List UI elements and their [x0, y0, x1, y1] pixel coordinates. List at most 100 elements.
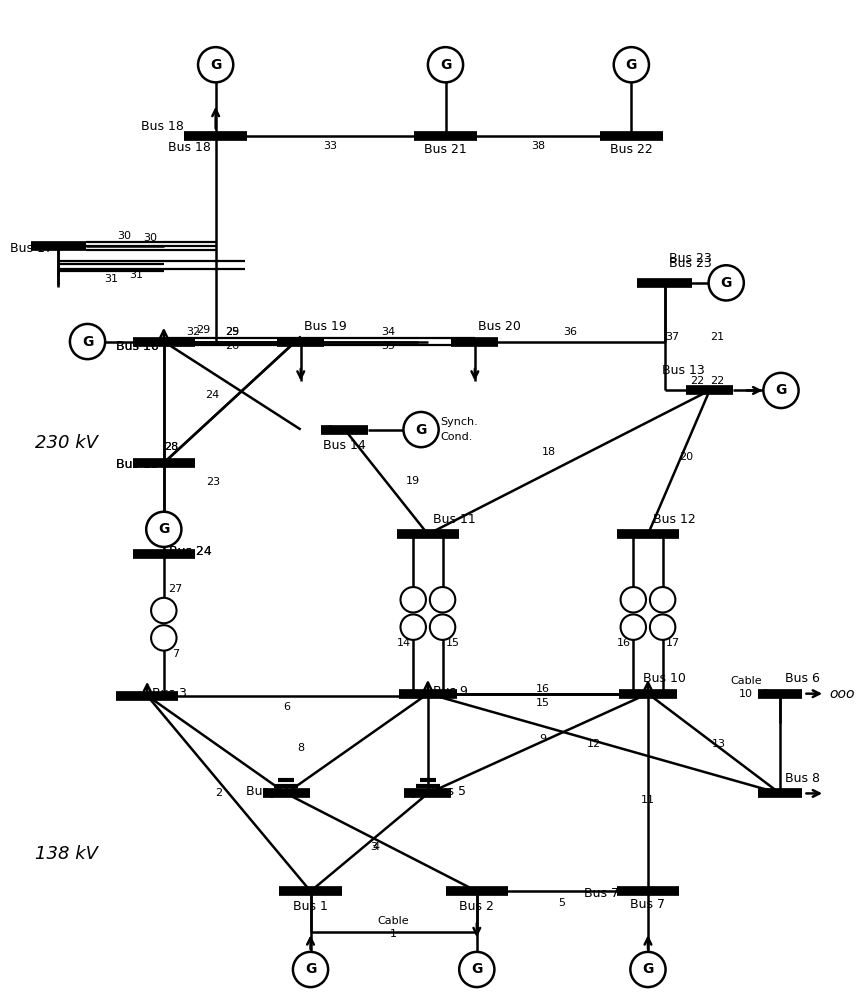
Text: 30: 30: [143, 233, 157, 243]
Circle shape: [460, 952, 495, 987]
Text: Bus 5: Bus 5: [431, 785, 466, 798]
Circle shape: [146, 512, 181, 547]
Text: Bus 4: Bus 4: [247, 785, 281, 798]
Text: 138 kV: 138 kV: [34, 845, 98, 863]
Circle shape: [764, 373, 799, 408]
Text: 30: 30: [118, 231, 131, 241]
Circle shape: [428, 47, 463, 82]
Text: Bus 16: Bus 16: [116, 340, 159, 353]
Text: 21: 21: [710, 332, 724, 342]
Text: 31: 31: [130, 270, 143, 280]
Text: 37: 37: [666, 332, 679, 342]
Text: 17: 17: [666, 638, 679, 648]
Text: G: G: [643, 962, 654, 976]
Text: 10: 10: [739, 689, 752, 699]
Text: 22: 22: [710, 376, 724, 386]
Circle shape: [631, 952, 666, 987]
Text: 20: 20: [679, 452, 693, 462]
Text: 6: 6: [283, 702, 290, 712]
Text: Bus 9: Bus 9: [433, 685, 467, 698]
Circle shape: [650, 614, 675, 640]
Circle shape: [620, 614, 646, 640]
Text: G: G: [471, 962, 483, 976]
Text: Bus 14: Bus 14: [323, 439, 366, 452]
Text: G: G: [82, 335, 94, 349]
Text: 24: 24: [205, 390, 220, 400]
Text: 16: 16: [535, 684, 550, 694]
Text: 4: 4: [373, 842, 380, 852]
Text: Bus 8: Bus 8: [785, 772, 819, 785]
Text: 31: 31: [104, 274, 118, 284]
Text: 13: 13: [711, 739, 725, 749]
Text: G: G: [210, 58, 222, 72]
Text: 11: 11: [641, 795, 655, 805]
Circle shape: [613, 47, 649, 82]
Text: Bus 23: Bus 23: [669, 257, 712, 270]
Text: 16: 16: [617, 638, 631, 648]
Text: 29: 29: [225, 327, 240, 337]
Text: 35: 35: [381, 341, 395, 351]
Circle shape: [650, 587, 675, 612]
Text: 36: 36: [563, 327, 576, 337]
Text: 23: 23: [205, 477, 220, 487]
Circle shape: [430, 587, 455, 612]
Text: Synch.: Synch.: [441, 417, 478, 427]
Text: Bus 16: Bus 16: [116, 340, 159, 353]
Text: Bus 15: Bus 15: [116, 458, 159, 471]
Circle shape: [400, 614, 426, 640]
Text: Bus 20: Bus 20: [478, 320, 521, 333]
Text: 1: 1: [390, 929, 397, 939]
Text: Bus 13: Bus 13: [662, 364, 704, 377]
Text: Bus 1: Bus 1: [293, 900, 328, 913]
Text: Bus 7: Bus 7: [583, 887, 618, 900]
Text: 34: 34: [381, 327, 395, 337]
Text: 29: 29: [196, 325, 210, 335]
Text: G: G: [158, 522, 169, 536]
Text: Bus 12: Bus 12: [653, 513, 696, 526]
Text: Bus 18: Bus 18: [142, 120, 185, 133]
Text: G: G: [776, 383, 787, 397]
Text: G: G: [416, 423, 427, 437]
Text: 5: 5: [558, 898, 565, 908]
Text: Cable: Cable: [730, 676, 762, 686]
Text: 19: 19: [406, 476, 420, 486]
Text: 25: 25: [225, 327, 240, 337]
Text: 15: 15: [445, 638, 460, 648]
Text: 3: 3: [370, 842, 378, 852]
Text: 32: 32: [186, 327, 200, 337]
Circle shape: [151, 625, 177, 651]
Text: 26: 26: [225, 341, 240, 351]
Text: 12: 12: [587, 739, 601, 749]
Text: G: G: [625, 58, 637, 72]
Text: Bus 18: Bus 18: [168, 141, 210, 154]
Text: 18: 18: [542, 447, 557, 457]
Text: Bus 17: Bus 17: [10, 242, 53, 255]
Text: 22: 22: [690, 376, 704, 386]
Text: Bus 15: Bus 15: [116, 458, 159, 471]
Text: Bus 7: Bus 7: [631, 898, 666, 911]
Text: 14: 14: [396, 638, 411, 648]
Circle shape: [70, 324, 105, 359]
Text: Bus 23: Bus 23: [669, 252, 712, 265]
Text: Bus 11: Bus 11: [433, 513, 476, 526]
Text: 9: 9: [539, 734, 546, 744]
Circle shape: [198, 47, 234, 82]
Text: Cable: Cable: [378, 916, 410, 926]
Text: ooo: ooo: [829, 687, 855, 701]
Text: Bus 6: Bus 6: [785, 672, 819, 685]
Text: Bus 19: Bus 19: [304, 320, 346, 333]
Text: G: G: [721, 276, 732, 290]
Text: Bus 24: Bus 24: [168, 545, 211, 558]
Text: 8: 8: [297, 743, 304, 753]
Text: Bus 2: Bus 2: [460, 900, 494, 913]
Text: Bus 22: Bus 22: [610, 143, 653, 156]
Circle shape: [400, 587, 426, 612]
Text: 28: 28: [165, 442, 179, 452]
Circle shape: [293, 952, 328, 987]
Text: Bus 3: Bus 3: [152, 687, 187, 700]
Text: 2: 2: [215, 788, 222, 798]
Text: Cond.: Cond.: [441, 432, 473, 442]
Circle shape: [430, 614, 455, 640]
Text: 38: 38: [532, 141, 545, 151]
Text: Bus 24: Bus 24: [168, 545, 211, 558]
